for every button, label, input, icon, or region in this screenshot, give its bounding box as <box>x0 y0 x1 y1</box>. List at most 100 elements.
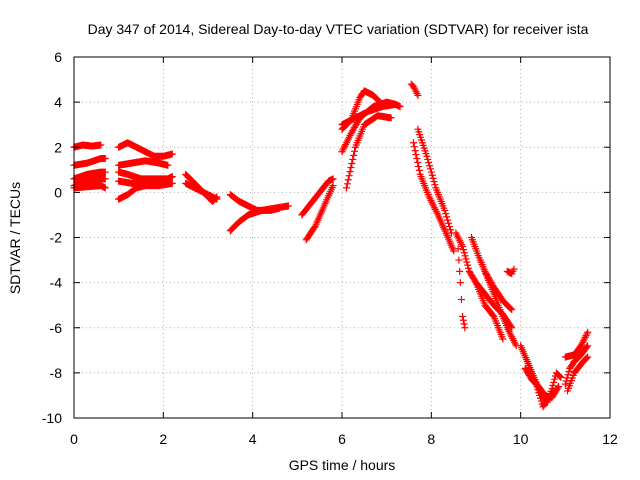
data-point <box>411 147 419 155</box>
x-tick-label: 12 <box>602 431 618 447</box>
series-track-f3 <box>342 112 395 192</box>
chart-title: Day 347 of 2014, Sidereal Day-to-day VTE… <box>88 21 589 37</box>
data-point <box>413 155 421 163</box>
data-point <box>457 296 465 304</box>
data-point <box>213 195 221 203</box>
series-track-g1 <box>407 80 422 99</box>
x-tick-labels: 0 2 4 6 8 10 12 <box>70 431 618 447</box>
series-track-d2 <box>226 191 283 214</box>
data-point <box>329 182 337 190</box>
series-track-j1 <box>561 342 592 388</box>
data-point <box>508 306 516 314</box>
data-point <box>426 162 434 170</box>
y-tick-label: 0 <box>54 184 62 200</box>
data-point <box>168 150 176 158</box>
data-point <box>582 332 590 340</box>
data-point <box>101 184 109 192</box>
data-point <box>414 162 422 170</box>
data-point <box>348 159 356 167</box>
data-point <box>409 139 417 147</box>
series-track-g2 <box>409 139 458 255</box>
data-point <box>461 252 469 260</box>
data-point <box>464 261 472 269</box>
data-point <box>565 368 573 376</box>
data-point <box>412 151 420 159</box>
series-track-a2 <box>70 155 109 169</box>
data-point <box>583 343 591 351</box>
data-point <box>581 333 589 341</box>
y-tick-label: -6 <box>50 320 63 336</box>
data-point <box>423 152 431 160</box>
data-point <box>168 173 176 181</box>
series-track-j2 <box>561 328 592 361</box>
data-point <box>346 168 354 176</box>
data-point <box>583 354 591 362</box>
data-point <box>101 175 109 183</box>
data-point <box>579 337 587 345</box>
y-tick-label: -10 <box>42 410 62 426</box>
series-track-h6 <box>503 265 518 278</box>
data-point <box>387 114 395 122</box>
data-point <box>550 387 558 395</box>
data-point <box>550 378 558 386</box>
data-point <box>443 213 451 221</box>
data-point <box>431 181 439 189</box>
data-point <box>450 247 458 255</box>
data-point <box>584 328 592 336</box>
data-point <box>549 382 557 390</box>
series-track-h2 <box>454 245 469 332</box>
data-point <box>446 226 454 234</box>
data-point <box>351 147 359 155</box>
data-point <box>459 246 467 254</box>
data-point <box>445 219 453 227</box>
x-tick-label: 8 <box>427 431 435 447</box>
data-point <box>101 168 109 176</box>
series-track-b2 <box>115 157 172 169</box>
x-tick-label: 10 <box>513 431 529 447</box>
y-tick-label: -8 <box>50 365 63 381</box>
data-point <box>454 245 462 253</box>
x-tick-label: 4 <box>249 431 257 447</box>
axis-ticks <box>73 56 611 419</box>
data-point <box>579 338 587 346</box>
series-track-b5 <box>115 179 176 203</box>
data-point <box>555 382 563 390</box>
y-tick-label: 6 <box>54 49 62 65</box>
data-point <box>347 164 355 172</box>
data-point <box>510 265 518 273</box>
series-track-i3 <box>526 369 558 411</box>
data-point <box>462 255 470 263</box>
data-point <box>584 342 592 350</box>
data-point <box>459 312 467 320</box>
data-point <box>97 141 105 149</box>
data-point <box>507 305 515 313</box>
data-point <box>101 155 109 163</box>
y-tick-label: -4 <box>50 275 63 291</box>
data-point <box>456 267 464 275</box>
data-point <box>584 353 592 361</box>
data-point <box>441 206 449 214</box>
data-point <box>168 179 176 187</box>
data-point <box>460 249 468 257</box>
data-point <box>459 243 467 251</box>
data-point <box>583 330 591 338</box>
series-track-f4 <box>338 100 404 129</box>
data-point <box>345 172 353 180</box>
series-track-g3 <box>414 125 455 237</box>
y-tick-label: 4 <box>54 94 62 110</box>
data-point <box>426 165 434 173</box>
data-point <box>464 264 472 272</box>
data-point <box>577 342 585 350</box>
data-points <box>70 80 592 411</box>
data-point <box>461 324 469 332</box>
data-point <box>455 256 463 264</box>
x-axis-label: GPS time / hours <box>289 457 396 473</box>
data-point <box>580 335 588 343</box>
data-point <box>343 180 351 188</box>
data-point <box>561 380 569 388</box>
data-point <box>557 373 565 381</box>
data-point <box>164 161 172 169</box>
data-point <box>456 279 464 287</box>
